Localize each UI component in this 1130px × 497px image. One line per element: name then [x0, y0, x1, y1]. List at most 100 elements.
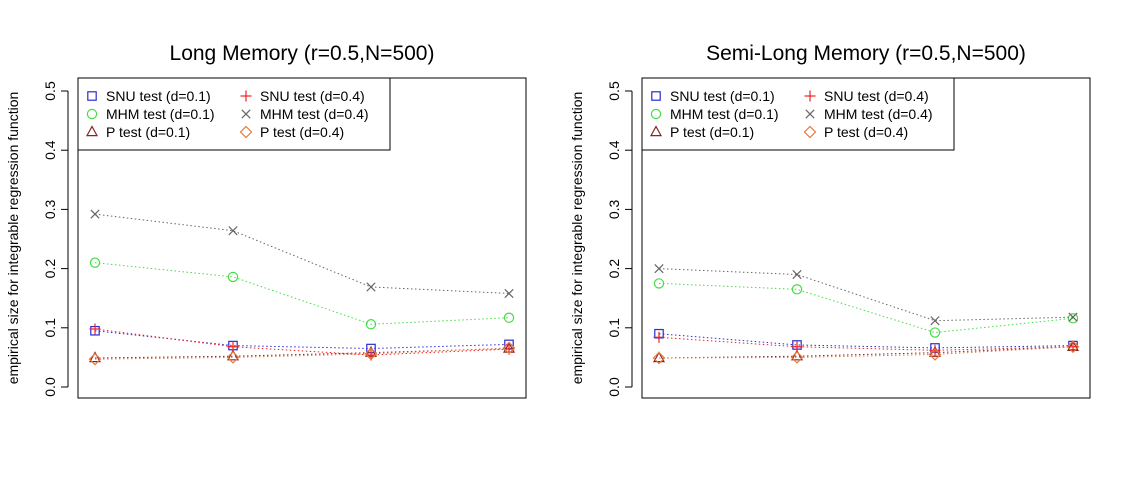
series-line [94, 347, 510, 360]
y-tick-label: 0.5 [42, 81, 58, 101]
series-6 [88, 341, 516, 366]
y-tick-label: 0.2 [606, 259, 622, 279]
series-line [658, 346, 1074, 359]
data-point [504, 288, 514, 299]
legend-marker [651, 91, 661, 101]
series-line [94, 330, 510, 350]
legend-label: MHM test (d=0.1) [670, 106, 779, 122]
data-point [1067, 341, 1079, 353]
y-axis-label: empirical size for integrable regression… [5, 92, 21, 385]
series-line [658, 333, 1074, 349]
series-4 [89, 323, 515, 361]
data-point [88, 351, 102, 363]
y-tick-label: 0.3 [606, 199, 622, 219]
series-6 [652, 340, 1080, 365]
chart-title: Semi-Long Memory (r=0.5,N=500) [706, 42, 1026, 65]
chart-panel-1: Long Memory (r=0.5,N=500) empirical size … [5, 42, 527, 399]
series-2 [653, 278, 1079, 338]
data-point [366, 282, 376, 292]
data-point [226, 349, 240, 361]
data-point [227, 341, 239, 353]
legend-box [77, 77, 391, 151]
data-point [790, 349, 804, 361]
legend-marker [240, 90, 252, 102]
data-point [228, 226, 238, 236]
legend-label: P test (d=0.1) [670, 124, 754, 140]
legend-label: P test (d=0.4) [260, 124, 344, 140]
data-point [1067, 313, 1079, 324]
y-tick-label: 0.3 [42, 199, 58, 219]
data-point [653, 278, 665, 289]
data-point [89, 257, 101, 268]
legend-marker [805, 109, 815, 119]
series-line [658, 268, 1074, 322]
series-line [94, 328, 510, 356]
y-tick-label: 0.2 [42, 259, 58, 279]
data-point [88, 352, 102, 366]
series-4 [653, 331, 1079, 356]
y-axis: 0.0 0.1 0.2 0.3 0.4 0.5 [42, 81, 69, 397]
legend-label: MHM test (d=0.1) [106, 106, 215, 122]
data-point [928, 348, 942, 361]
series-1 [654, 328, 1078, 353]
y-tick-label: 0.0 [606, 377, 622, 397]
chart-title: Long Memory (r=0.5,N=500) [170, 42, 435, 65]
y-axis: 0.0 0.1 0.2 0.3 0.4 0.5 [606, 81, 633, 397]
series-line [658, 336, 1074, 351]
data-point [90, 209, 100, 219]
series-2 [89, 257, 515, 330]
data-point [654, 263, 664, 274]
y-tick-label: 0.5 [606, 81, 622, 101]
chart-panel-2: Semi-Long Memory (r=0.5,N=500) empirical … [569, 42, 1091, 399]
legend-marker [804, 90, 816, 102]
legend: SNU test (d=0.1) MHM test (d=0.1) P test (… [77, 77, 391, 151]
data-point [791, 341, 803, 353]
legend-label: SNU test (d=0.1) [106, 88, 211, 104]
series-line [658, 282, 1074, 334]
data-point [653, 331, 665, 343]
series-line [658, 346, 1074, 359]
series-5 [90, 209, 514, 299]
y-tick-label: 0.4 [606, 140, 622, 160]
y-tick-label: 0.0 [42, 377, 58, 397]
data-point [790, 351, 804, 364]
legend-label: MHM test (d=0.4) [824, 106, 933, 122]
legend-marker [241, 109, 251, 119]
data-point [1068, 312, 1078, 322]
legend-marker [649, 125, 663, 137]
data-point [652, 351, 666, 363]
data-point [227, 271, 239, 283]
y-tick-label: 0.1 [606, 318, 622, 338]
legend: SNU test (d=0.1) MHM test (d=0.1) P test (… [641, 77, 955, 151]
data-point [364, 347, 378, 361]
data-point [792, 269, 802, 280]
y-tick-label: 0.4 [42, 140, 58, 160]
legend-box [641, 77, 955, 151]
series-line [94, 213, 510, 294]
legend-marker [650, 108, 662, 120]
legend-label: MHM test (d=0.4) [260, 106, 369, 122]
legend-label: P test (d=0.4) [824, 124, 908, 140]
series-line [94, 348, 510, 359]
series-line [94, 262, 510, 325]
legend-marker [87, 91, 97, 101]
series-1 [90, 325, 514, 354]
data-point [365, 319, 377, 330]
y-tick-label: 0.1 [42, 318, 58, 338]
data-point [89, 323, 101, 335]
legend-marker [239, 125, 253, 139]
legend-label: P test (d=0.1) [106, 124, 190, 140]
data-point [929, 327, 941, 338]
data-point [226, 351, 240, 364]
data-point [791, 284, 803, 295]
legend-marker [803, 125, 817, 139]
data-point [930, 316, 940, 326]
data-point [652, 351, 666, 365]
series-5 [654, 263, 1078, 326]
legend-marker [86, 108, 98, 120]
series-3 [652, 339, 1080, 363]
legend-label: SNU test (d=0.4) [824, 88, 929, 104]
data-point [1066, 340, 1080, 354]
legend-label: SNU test (d=0.1) [670, 88, 775, 104]
